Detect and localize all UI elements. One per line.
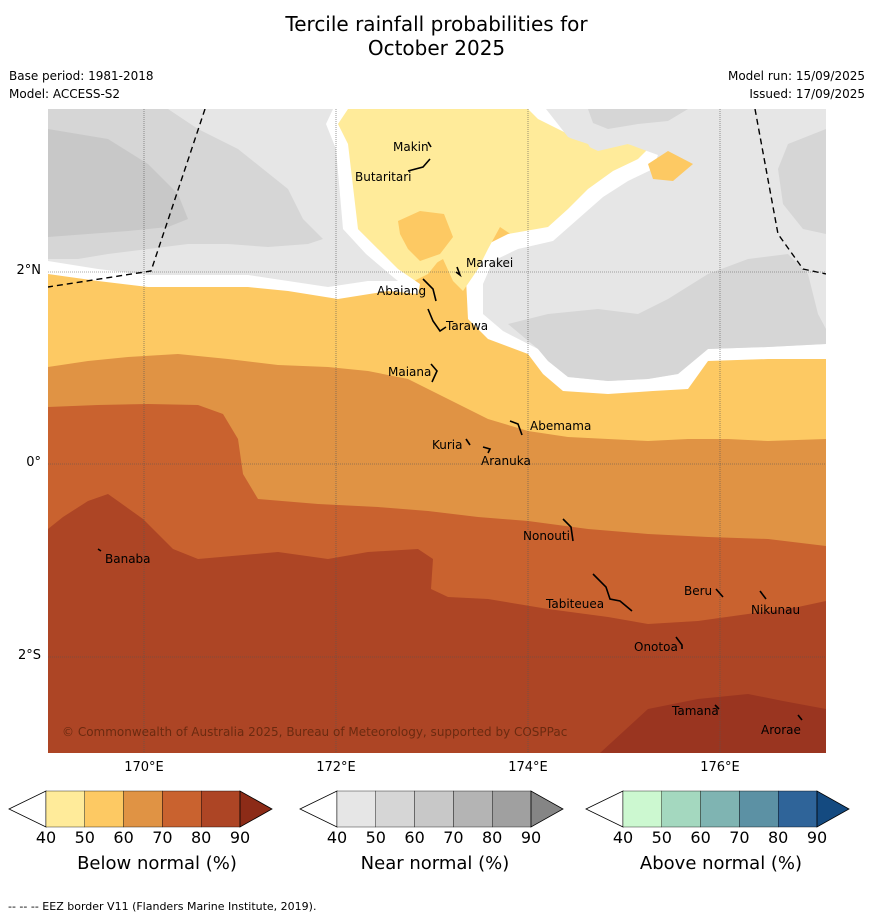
label-nikunau: Nikunau (751, 603, 800, 617)
label-tamana: Tamana (671, 704, 719, 718)
colorbar-tick-label: 40 (326, 828, 348, 847)
colorbar-segment (336, 790, 376, 828)
eez-footer: -- -- -- EEZ border V11 (Flanders Marine… (8, 900, 317, 913)
map-title-line2: October 2025 (367, 36, 506, 60)
colorbar-below-normal (8, 790, 273, 828)
island-labels: Makin Butaritari Marakei Abaiang Tarawa … (105, 140, 801, 737)
colorbar-tick-label: 40 (35, 828, 57, 847)
near-east-50 (508, 254, 826, 381)
label-onotoa: Onotoa (634, 640, 678, 654)
colorbar-tick-label: 90 (806, 828, 828, 847)
colorbar-min-triangle (8, 790, 47, 828)
colorbar-tick-label: 80 (768, 828, 789, 847)
label-aranuka: Aranuka (481, 454, 531, 468)
label-marakei: Marakei (466, 256, 513, 270)
colorbar-segment (453, 790, 493, 828)
label-arorae: Arorae (761, 723, 801, 737)
map-title: Tercile rainfall probabilities for Octob… (0, 12, 873, 60)
model-name: Model: ACCESS-S2 (9, 87, 121, 101)
colorbar-tick-label: 40 (612, 828, 634, 847)
colorbar-segment (162, 790, 202, 828)
label-tarawa: Tarawa (445, 319, 488, 333)
label-abaiang: Abaiang (377, 284, 426, 298)
issued-date: Issued: 17/09/2025 (749, 87, 865, 101)
colorbar-segment (777, 790, 818, 828)
lon-label-172: 172°E (316, 760, 356, 775)
colorbar-tick-label: 80 (482, 828, 503, 847)
meta-left: Base period: 1981-2018 Model: ACCESS-S2 (9, 67, 154, 103)
colorbar-tick-label: 60 (113, 828, 134, 847)
lon-label-176: 176°E (700, 760, 740, 775)
colorbar-segment (622, 790, 662, 828)
map-title-line1: Tercile rainfall probabilities for (285, 12, 588, 36)
colorbar-max-triangle (530, 790, 564, 828)
colorbar-title-below: Below normal (%) (77, 853, 237, 874)
colorbar-tick-label: 50 (365, 828, 386, 847)
label-kuria: Kuria (432, 438, 463, 452)
lat-label-2n: 2°N (16, 263, 42, 278)
near-west-60 (48, 129, 188, 237)
colorbar-min-triangle (585, 790, 624, 828)
colorbar-tick-label: 70 (729, 828, 750, 847)
label-banaba: Banaba (105, 552, 151, 566)
label-tabiteuea: Tabiteuea (545, 597, 604, 611)
colorbar-segment (661, 790, 701, 828)
island-shapes (97, 141, 803, 721)
near-east-50-right (778, 129, 826, 234)
graticule (48, 109, 826, 753)
label-butaritari: Butaritari (355, 170, 412, 184)
colorbar-tick-label: 70 (152, 828, 173, 847)
colorbar-max-triangle (239, 790, 273, 828)
colorbar-max-triangle (816, 790, 850, 828)
lon-label-174: 174°E (508, 760, 548, 775)
colorbar-segment (739, 790, 779, 828)
colorbar-title-near: Near normal (%) (360, 853, 510, 874)
label-abemama: Abemama (530, 419, 591, 433)
colorbar-segment (123, 790, 163, 828)
meta-right: Model run: 15/09/2025 Issued: 17/09/2025 (728, 67, 865, 103)
map-copyright: © Commonwealth of Australia 2025, Bureau… (62, 725, 567, 739)
colorbar-tick-label: 60 (690, 828, 711, 847)
eez-border (48, 109, 826, 288)
colorbar-near-normal (299, 790, 564, 828)
model-run: Model run: 15/09/2025 (727, 69, 865, 83)
colorbar-above-normal (585, 790, 850, 828)
colorbar-tick-label: 50 (74, 828, 95, 847)
colorbar-min-triangle (299, 790, 338, 828)
colorbar-tick-label: 50 (651, 828, 672, 847)
colorbar-tick-label: 90 (520, 828, 542, 847)
lat-label-2s: 2°S (17, 648, 41, 663)
colorbar-tick-label: 80 (191, 828, 212, 847)
lon-label-170: 170°E (124, 760, 164, 775)
patch-below-50-d (648, 151, 693, 181)
colorbar-tick-label: 90 (229, 828, 251, 847)
patch-below-50-c (398, 211, 453, 261)
label-beru: Beru (684, 584, 712, 598)
colorbar-segment (84, 790, 124, 828)
colorbar-segment (491, 790, 532, 828)
label-makin: Makin (393, 140, 429, 154)
colorbar-tick-label: 60 (404, 828, 425, 847)
colorbar-segment (414, 790, 454, 828)
rainfall-map: Makin Butaritari Marakei Abaiang Tarawa … (48, 109, 826, 753)
near-east-50-top (588, 109, 688, 129)
colorbar-tick-label: 70 (443, 828, 464, 847)
lat-label-0: 0° (26, 455, 41, 470)
colorbar-title-above: Above normal (%) (639, 853, 803, 874)
colorbar-segment (375, 790, 415, 828)
colorbar-segment (200, 790, 241, 828)
label-maiana: Maiana (388, 365, 431, 379)
zone-below-90 (600, 694, 826, 753)
base-period: Base period: 1981-2018 (9, 69, 154, 83)
colorbar-segment (700, 790, 740, 828)
label-nonouti: Nonouti (523, 529, 570, 543)
colorbar-segment (45, 790, 85, 828)
